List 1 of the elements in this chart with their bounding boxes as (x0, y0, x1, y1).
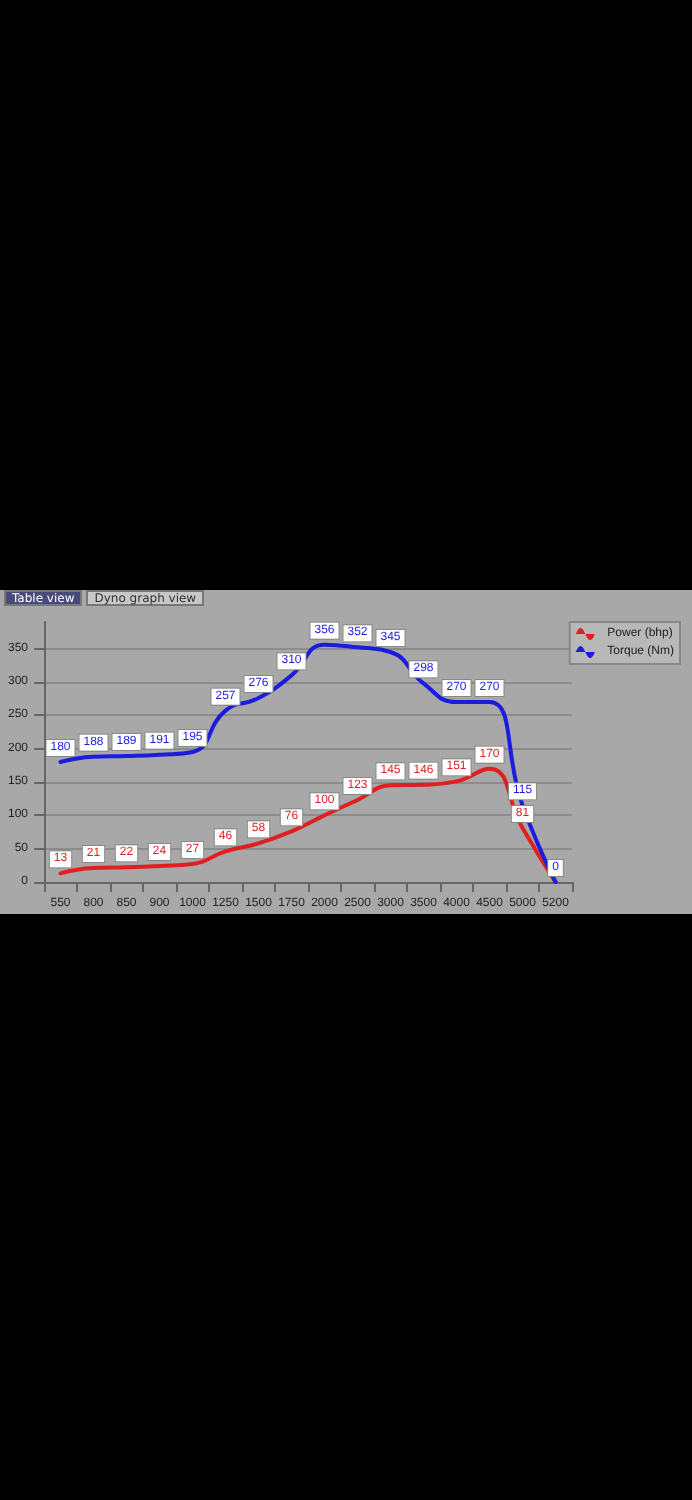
line-series (58, 766, 558, 884)
